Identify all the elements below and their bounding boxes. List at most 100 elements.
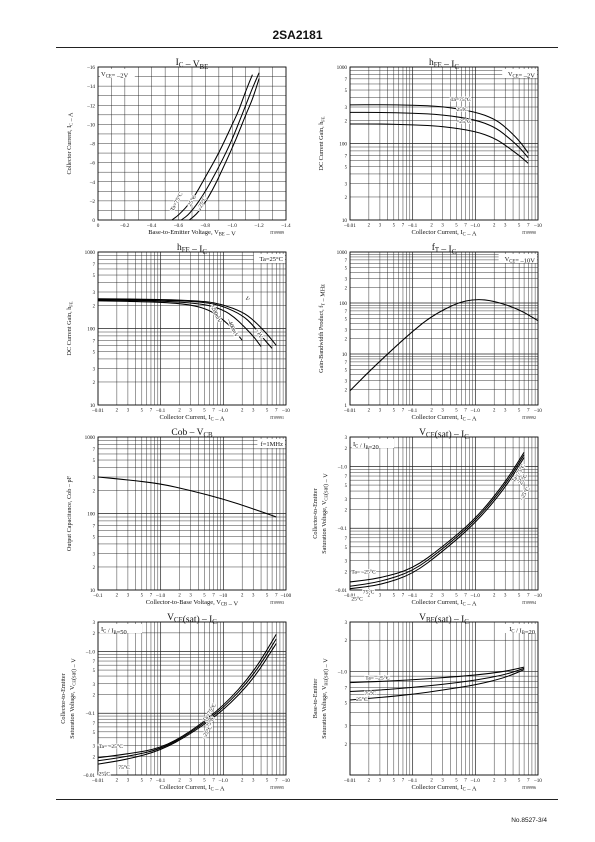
x-minor-tick-label: 2 [368, 224, 371, 229]
curve-label: 75°C [364, 690, 376, 697]
y-minor-tick-label: 7 [345, 475, 348, 480]
y-tick-label: 1000 [337, 250, 348, 256]
x-minor-tick-label: 3 [252, 594, 255, 599]
y-minor-tick-label: 2 [93, 304, 96, 309]
y-minor-tick-label: 3 [93, 553, 96, 558]
y-minor-tick-label: 7 [345, 259, 348, 264]
x-tick-label: –0.01 [343, 408, 356, 414]
y-minor-tick-label: 3 [93, 621, 96, 626]
x-minor-tick-label: 7 [402, 779, 405, 784]
chart-title: hFE – IC [177, 243, 207, 256]
x-tick-label: –10 [218, 593, 227, 599]
figure-code: IT09991 [270, 415, 284, 420]
figure-code: IT09992 [522, 415, 536, 420]
y-minor-tick-label: 5 [345, 484, 348, 489]
x-minor-tick-label: 5 [455, 594, 458, 599]
plot-frame [97, 436, 287, 591]
y-minor-tick-label: 3 [93, 745, 96, 750]
x-minor-tick-label: 3 [127, 594, 130, 599]
chart-panel-8: –0.01 –0.1 –1.0 –102 3 5 7 2 3 5 7 2 3 5 7–1.0235723VB… [312, 613, 542, 792]
figure-code: IT09989 [270, 230, 284, 235]
y-minor-tick-label: 3 [93, 476, 96, 481]
series-line-2 [180, 72, 260, 221]
x-minor-tick-label: 5 [141, 779, 144, 784]
x-tick-label: –10 [281, 408, 290, 414]
x-minor-tick-label: 5 [203, 779, 206, 784]
x-tick-label: –10 [533, 593, 542, 599]
x-minor-tick-label: 3 [127, 779, 130, 784]
x-minor-tick-label: 5 [203, 594, 206, 599]
y-tick-label: –0.1 [337, 526, 347, 532]
y-tick-label: –10 [86, 122, 95, 128]
x-minor-tick-label: 7 [464, 594, 467, 599]
x-minor-tick-label: 7 [464, 779, 467, 784]
figure-code: IT09990 [522, 230, 536, 235]
x-tick-label: –1.0 [470, 778, 480, 784]
x-minor-tick-label: 5 [266, 594, 269, 599]
y-tick-label: –0.1 [85, 711, 95, 717]
y-minor-tick-label: 5 [93, 274, 96, 279]
y-minor-tick-label: 3 [345, 380, 348, 385]
x-tick-label: –0.8 [200, 223, 210, 229]
x-tick-label: –1.0 [218, 778, 228, 784]
x-minor-tick-label: 2 [430, 779, 433, 784]
y-minor-tick-label: 5 [93, 459, 96, 464]
x-minor-tick-label: 2 [241, 409, 244, 414]
x-minor-tick-label: 7 [212, 409, 215, 414]
x-minor-tick-label: 2 [178, 779, 181, 784]
y-tick-label: –14 [86, 84, 95, 90]
x-minor-tick-label: 5 [518, 779, 521, 784]
y-minor-tick-label: 2 [93, 632, 96, 637]
y-tick-label: 10 [90, 588, 96, 594]
x-minor-tick-label: 5 [455, 409, 458, 414]
curve-label: V [243, 296, 250, 303]
series-line-3 [349, 669, 525, 701]
condition-label: IC / IB=50 [101, 626, 127, 636]
x-minor-tick-label: 5 [141, 594, 144, 599]
condition-box [253, 254, 285, 263]
series-line-3 [349, 123, 529, 164]
x-minor-tick-label: 5 [518, 409, 521, 414]
y-tick-label: –1.0 [337, 669, 347, 675]
x-tick-label: –0.01 [91, 778, 104, 784]
x-minor-tick-label: 3 [441, 224, 444, 229]
x-minor-tick-label: 7 [402, 594, 405, 599]
x-minor-tick-label: 2 [368, 779, 371, 784]
y-minor-tick-label: 3 [345, 560, 348, 565]
x-minor-tick-label: 7 [275, 409, 278, 414]
x-tick-label: –1.0 [470, 408, 480, 414]
y-tick-label: 10 [90, 403, 96, 409]
x-axis-label: Collector Current, IC – A [159, 784, 224, 792]
y-minor-tick-label: 3 [345, 278, 348, 283]
x-minor-tick-label: 2 [493, 779, 496, 784]
y-tick-label: –8 [89, 142, 96, 148]
curve-label: –1V [254, 328, 264, 340]
y-minor-tick-label: 7 [345, 537, 348, 542]
x-minor-tick-label: 5 [266, 409, 269, 414]
document-number: No.8527-3/4 [511, 817, 547, 824]
condition-label: f=1MHz [261, 441, 284, 448]
y-minor-tick-label: 7 [345, 310, 348, 315]
x-minor-tick-label: 2 [493, 224, 496, 229]
y-minor-tick-label: 2 [345, 447, 348, 452]
y-minor-tick-label: 5 [345, 368, 348, 373]
y-minor-tick-label: 7 [345, 154, 348, 159]
y-minor-tick-label: 5 [345, 546, 348, 551]
series-line-2 [349, 454, 525, 587]
y-minor-tick-label: 3 [93, 368, 96, 373]
y-axis-label: Output Capacitance, Cob – pF [66, 475, 73, 551]
plot-frame [349, 436, 539, 591]
series-line-1 [349, 666, 525, 684]
curve-label: –25°C [517, 486, 531, 503]
y-minor-tick-label: 7 [93, 524, 96, 529]
curve-label: Ta= –25°C [99, 743, 124, 750]
curve-label: –25°C [200, 724, 214, 741]
x-minor-tick-label: 2 [241, 594, 244, 599]
x-axis-label: Collector Current, IC – A [411, 229, 476, 237]
y-tick-label: –1.0 [85, 649, 95, 655]
page-title: 2SA2181 [272, 28, 323, 42]
y-minor-tick-label: 5 [345, 702, 348, 707]
y-minor-tick-label: 3 [345, 725, 348, 730]
x-minor-tick-label: 7 [402, 409, 405, 414]
x-minor-tick-label: 7 [527, 409, 530, 414]
